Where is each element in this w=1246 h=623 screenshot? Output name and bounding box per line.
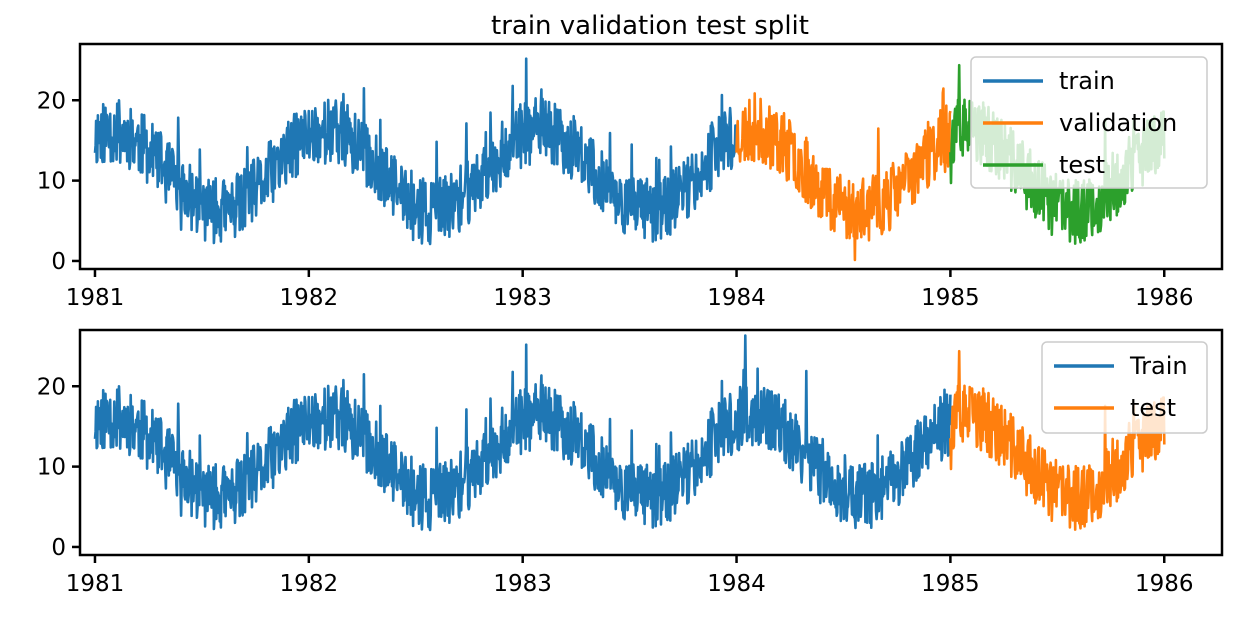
y-tick-label: 10 <box>37 169 66 195</box>
y-tick-label: 10 <box>37 455 66 481</box>
x-tick-label: 1981 <box>66 571 125 597</box>
axes-frame <box>78 328 1224 557</box>
x-tick-label: 1986 <box>1135 571 1194 597</box>
series-line-train <box>93 334 952 532</box>
chart-title: train validation test split <box>491 11 809 41</box>
series-line-validation <box>735 87 952 262</box>
top-panel: 1981 1982 1983 1984 1985 1986 0 10 20 train valida… <box>37 42 1224 311</box>
x-tick-label: 1981 <box>66 285 125 311</box>
x-tick-label: 1983 <box>493 571 552 597</box>
axes-frame <box>78 42 1224 271</box>
legend-frame <box>970 56 1208 189</box>
y-tick-label: 20 <box>37 88 66 114</box>
legend-label-train: Train <box>1129 352 1188 380</box>
y-tick-label: 0 <box>51 535 66 561</box>
series-line-test <box>949 349 1166 531</box>
bottom-panel: 1981 1982 1983 1984 1985 1986 0 10 20 Train test <box>37 328 1224 597</box>
legend-label-test: test <box>1130 394 1176 422</box>
x-tick-label: 1985 <box>921 571 980 597</box>
legend-label-train: train <box>1059 67 1115 95</box>
y-tick-label: 0 <box>51 249 66 275</box>
y-tick-label: 20 <box>37 374 66 400</box>
x-tick-label: 1982 <box>280 285 339 311</box>
x-tick-label: 1983 <box>493 285 552 311</box>
x-tick-label: 1984 <box>707 285 766 311</box>
legend: Train test <box>1041 341 1208 434</box>
x-tick-label: 1984 <box>707 571 766 597</box>
legend-label-test: test <box>1059 151 1105 179</box>
legend: train validation test <box>970 56 1208 189</box>
series-group <box>93 334 1166 532</box>
x-tick-label: 1985 <box>921 285 980 311</box>
legend-label-validation: validation <box>1059 109 1177 137</box>
x-tick-label: 1982 <box>280 571 339 597</box>
x-tick-label: 1986 <box>1135 285 1194 311</box>
series-line-train <box>93 57 738 246</box>
